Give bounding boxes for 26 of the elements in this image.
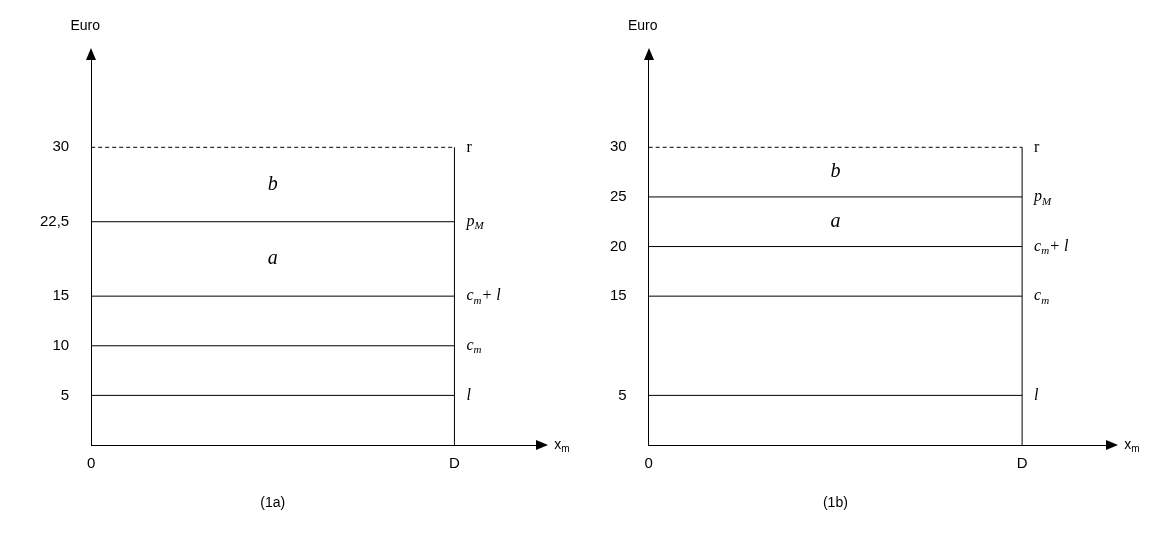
y-axis-title: Euro	[70, 16, 101, 33]
x-tick-label: D	[449, 454, 461, 472]
y-tick-label: 10	[52, 335, 70, 353]
y-tick-label: 30	[610, 137, 627, 155]
x-tick-label: D	[1016, 454, 1028, 472]
y-tick-label: 22,5	[39, 211, 70, 229]
annotation: a	[830, 208, 841, 231]
y-axis-title: Euro	[627, 16, 658, 33]
y-tick-label: 5	[60, 385, 70, 403]
x-tick-label: 0	[644, 454, 653, 472]
series-label: l	[1034, 385, 1040, 403]
series-label: l	[466, 385, 472, 403]
y-tick-label: 5	[618, 385, 627, 403]
text: (1a)	[260, 493, 286, 510]
series-label: r	[466, 137, 473, 155]
y-tick-label: 15	[610, 286, 627, 304]
y-tick-label: 15	[52, 286, 70, 304]
x-tick-label: 0	[87, 454, 96, 472]
annotation: b	[267, 171, 278, 194]
series-label: r	[1034, 137, 1041, 155]
y-tick-label: 25	[610, 187, 627, 205]
annotation: b	[830, 159, 841, 182]
y-tick-label: 20	[610, 236, 627, 254]
text: (1b)	[822, 493, 848, 510]
y-tick-label: 30	[52, 137, 70, 155]
annotation: a	[267, 246, 278, 269]
